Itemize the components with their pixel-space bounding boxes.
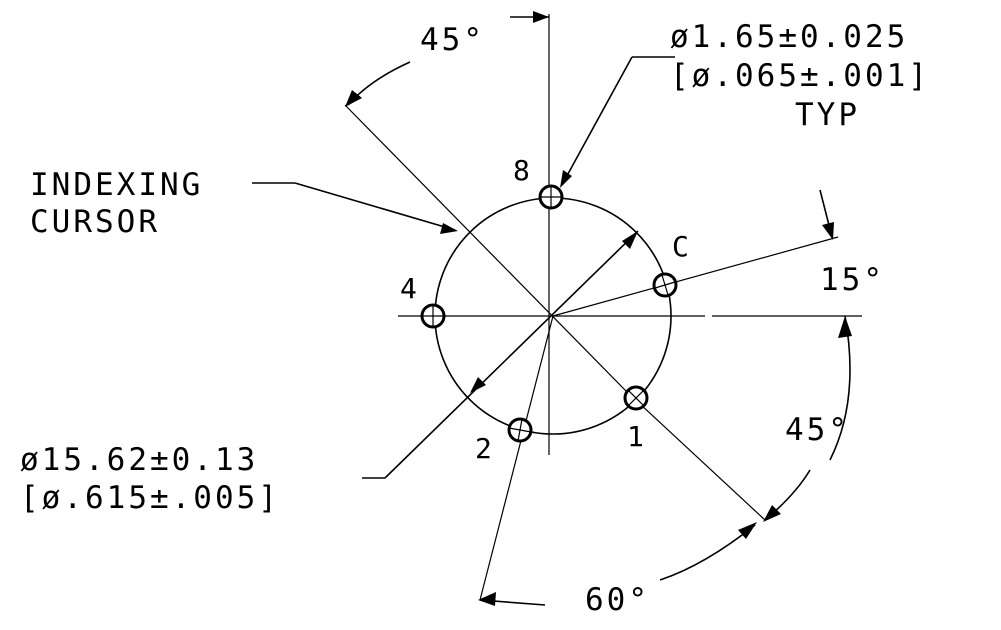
bottom-60-dimension [478, 522, 757, 606]
hole-typ-note: TYP [795, 97, 860, 133]
diameter-arrow-down [470, 377, 486, 393]
hole-4 [420, 303, 446, 329]
hole-diameter-inch: [ø.065±.001] [670, 58, 930, 94]
angle-top-45: 45° [420, 22, 485, 58]
center-lines [344, 14, 862, 601]
hole-c [652, 272, 678, 298]
hole-diameter-metric: ø1.65±0.025 [670, 19, 908, 55]
hole-label-1: 1 [627, 420, 644, 453]
cursor-leader [252, 182, 458, 234]
hole-8 [538, 184, 564, 210]
angle-right-45: 45° [785, 412, 850, 448]
cursor-label-line1: INDEXING [30, 167, 203, 203]
hole-label-c: C [672, 230, 689, 263]
bolt-circle-diameter-inch: [ø.615±.005] [20, 480, 280, 516]
angle-bottom-60: 60° [585, 582, 650, 618]
right-45-dimension [763, 315, 852, 522]
angle-15: 15° [820, 262, 885, 298]
cursor-label-line2: CURSOR [30, 204, 160, 240]
hole-label-8: 8 [513, 154, 530, 187]
hole-label-4: 4 [400, 272, 417, 305]
hole-2 [507, 417, 533, 443]
top-45-dimension [345, 11, 549, 107]
right-15-dimension [819, 189, 834, 240]
bolt-circle-diameter-metric: ø15.62±0.13 [20, 442, 258, 478]
hole-callout-leader [560, 56, 675, 188]
diameter-arrow-up [622, 231, 638, 249]
hole-label-2: 2 [475, 432, 492, 465]
hole-1 [623, 385, 649, 411]
